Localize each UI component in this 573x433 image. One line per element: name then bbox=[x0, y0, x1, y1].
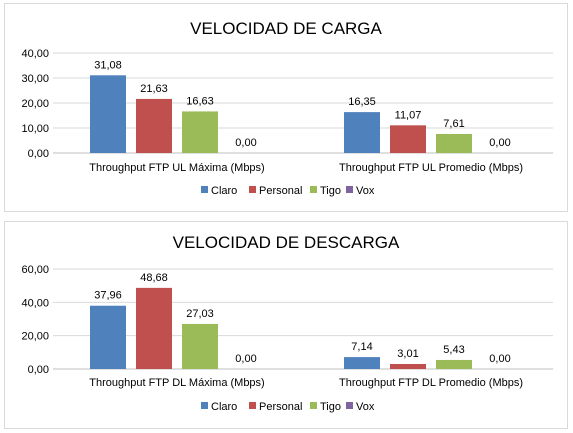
category-label: Throughput FTP UL Máxima (Mbps) bbox=[89, 162, 264, 174]
legend-swatch bbox=[310, 402, 317, 409]
bar-tigo bbox=[436, 133, 472, 153]
legend-swatch bbox=[249, 186, 256, 193]
category-label: Throughput FTP DL Promedio (Mbps) bbox=[339, 377, 523, 389]
upload-speed-chart-svg: VELOCIDAD DE CARGA 0,00 10,00 20,00 30,00 40,… bbox=[21, 19, 553, 197]
bar-tigo bbox=[182, 323, 218, 369]
legend-swatch bbox=[346, 186, 353, 193]
bar-claro bbox=[90, 305, 126, 369]
y-tick-label: 20,00 bbox=[21, 331, 49, 343]
legend-swatch bbox=[346, 402, 353, 409]
y-tick-label: 30,00 bbox=[21, 73, 49, 85]
data-label: 16,35 bbox=[348, 96, 376, 108]
legend-swatch bbox=[310, 186, 317, 193]
legend-label: Claro bbox=[211, 401, 237, 413]
data-label: 21,63 bbox=[140, 83, 168, 95]
y-tick-label: 0,00 bbox=[28, 148, 49, 160]
legend-label: Personal bbox=[259, 401, 302, 413]
data-label: 31,08 bbox=[94, 59, 122, 71]
legend-label: Tigo bbox=[320, 401, 341, 413]
data-label: 27,03 bbox=[186, 308, 214, 320]
legend-label: Vox bbox=[356, 185, 375, 197]
data-label: 48,68 bbox=[140, 272, 168, 284]
y-tick-label: 20,00 bbox=[21, 98, 49, 110]
legend-swatch bbox=[249, 402, 256, 409]
data-label: 7,61 bbox=[443, 118, 464, 130]
bar-personal bbox=[390, 363, 426, 369]
chart-title: VELOCIDAD DE CARGA bbox=[190, 19, 382, 38]
bar-claro bbox=[344, 357, 380, 369]
y-tick-label: 40,00 bbox=[21, 297, 49, 309]
category-label: Throughput FTP UL Promedio (Mbps) bbox=[339, 162, 523, 174]
chart-title: VELOCIDAD DE DESCARGA bbox=[173, 233, 400, 252]
data-label: 3,01 bbox=[397, 348, 418, 360]
y-tick-label: 10,00 bbox=[21, 123, 49, 135]
bar-tigo bbox=[182, 111, 218, 153]
data-label: 7,14 bbox=[351, 341, 372, 353]
legend-label: Personal bbox=[259, 185, 302, 197]
legend-label: Claro bbox=[211, 185, 237, 197]
legend-label: Tigo bbox=[320, 185, 341, 197]
bar-personal bbox=[136, 287, 172, 369]
data-label: 0,00 bbox=[235, 353, 256, 365]
download-speed-chart: VELOCIDAD DE DESCARGA 0,00 20,00 40,00 60,00… bbox=[4, 221, 568, 429]
category-label: Throughput FTP DL Máxima (Mbps) bbox=[89, 377, 264, 389]
bar-personal bbox=[390, 125, 426, 153]
data-label: 0,00 bbox=[489, 137, 510, 149]
y-tick-label: 60,00 bbox=[21, 264, 49, 276]
bar-claro bbox=[90, 75, 126, 153]
legend-label: Vox bbox=[356, 401, 375, 413]
legend-swatch bbox=[201, 402, 208, 409]
data-label: 16,63 bbox=[186, 95, 214, 107]
download-speed-chart-svg: VELOCIDAD DE DESCARGA 0,00 20,00 40,00 60,00… bbox=[21, 233, 553, 413]
data-label: 0,00 bbox=[489, 353, 510, 365]
y-tick-label: 0,00 bbox=[28, 364, 49, 376]
data-label: 5,43 bbox=[443, 344, 464, 356]
data-label: 11,07 bbox=[395, 109, 422, 121]
data-label: 0,00 bbox=[235, 137, 256, 149]
upload-speed-chart: VELOCIDAD DE CARGA 0,00 10,00 20,00 30,00 40,… bbox=[4, 3, 568, 212]
data-label: 37,96 bbox=[94, 290, 122, 302]
bar-claro bbox=[344, 112, 380, 153]
y-tick-label: 40,00 bbox=[21, 48, 49, 60]
bar-personal bbox=[136, 98, 172, 153]
bar-tigo bbox=[436, 359, 472, 369]
legend-swatch bbox=[201, 186, 208, 193]
